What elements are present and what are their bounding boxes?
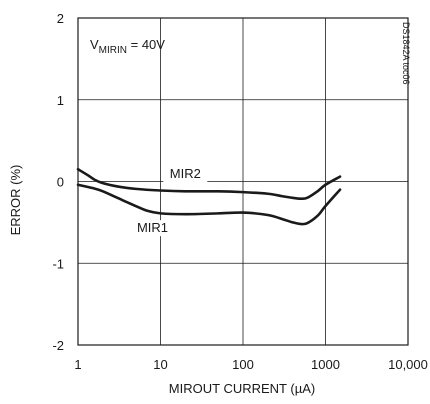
condition-annotation: VMIRIN = 40V: [90, 37, 165, 56]
plot-frame: [77, 17, 409, 346]
series-curves: MIR2 MIR1: [76, 166, 342, 237]
annotation-suffix: = 40V: [127, 37, 165, 52]
y-tick-label: 2: [57, 11, 64, 26]
y-tick-label: 0: [57, 175, 64, 190]
y-tick-label: -1: [52, 256, 64, 271]
series-label-mir1: MIR1: [137, 220, 168, 235]
series-line-mir1: [76, 183, 342, 226]
series-line-mir2: [76, 167, 342, 201]
annotation-subscript: MIRIN: [99, 45, 127, 56]
y-axis-title: ERROR (%): [8, 165, 23, 236]
y-tick-label: 1: [57, 93, 64, 108]
series-label-background: [163, 166, 208, 183]
x-axis-title: MIROUT CURRENT (µA): [169, 381, 315, 396]
x-tick-label: 1000: [311, 357, 340, 372]
x-tick-label: 100: [232, 357, 254, 372]
x-tick-label: 1: [74, 357, 81, 372]
series-label-mir2: MIR2: [170, 166, 201, 181]
grid-lines: [78, 18, 408, 345]
annotation-prefix: V: [90, 37, 99, 52]
x-tick-label: 10: [153, 357, 167, 372]
figure-code: DS1842A toc06: [401, 22, 411, 85]
series-label-background: [130, 220, 175, 237]
x-tick-label: 10,000: [388, 357, 428, 372]
y-tick-label: -2: [52, 338, 64, 353]
